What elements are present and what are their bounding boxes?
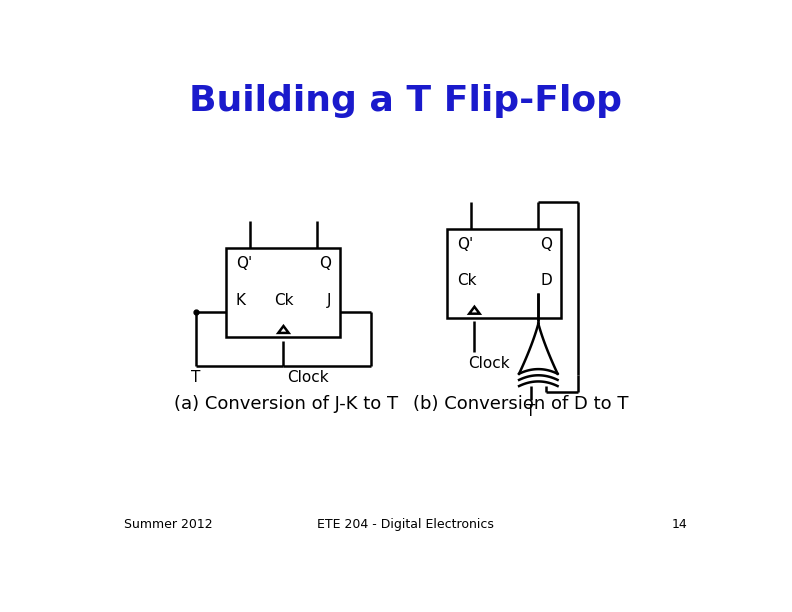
Bar xyxy=(447,229,562,318)
Text: Ck: Ck xyxy=(457,274,476,288)
Text: Q': Q' xyxy=(457,237,473,252)
Text: Clock: Clock xyxy=(468,356,510,371)
Text: T: T xyxy=(526,404,535,419)
Bar xyxy=(227,248,341,337)
Text: Q': Q' xyxy=(236,256,252,271)
Text: (b) Conversion of D to T: (b) Conversion of D to T xyxy=(413,395,628,412)
Text: 14: 14 xyxy=(672,518,687,531)
Text: Clock: Clock xyxy=(287,370,329,385)
Text: Q: Q xyxy=(319,256,331,271)
Text: T: T xyxy=(191,370,200,385)
Text: Ck: Ck xyxy=(274,293,293,307)
Text: D: D xyxy=(540,274,552,288)
Text: Q: Q xyxy=(540,237,552,252)
Text: (a) Conversion of J-K to T: (a) Conversion of J-K to T xyxy=(173,395,398,412)
Text: ETE 204 - Digital Electronics: ETE 204 - Digital Electronics xyxy=(318,518,494,531)
Text: Building a T Flip-Flop: Building a T Flip-Flop xyxy=(189,84,623,118)
Text: J: J xyxy=(327,293,331,307)
Text: K: K xyxy=(236,293,246,307)
Text: Summer 2012: Summer 2012 xyxy=(124,518,213,531)
